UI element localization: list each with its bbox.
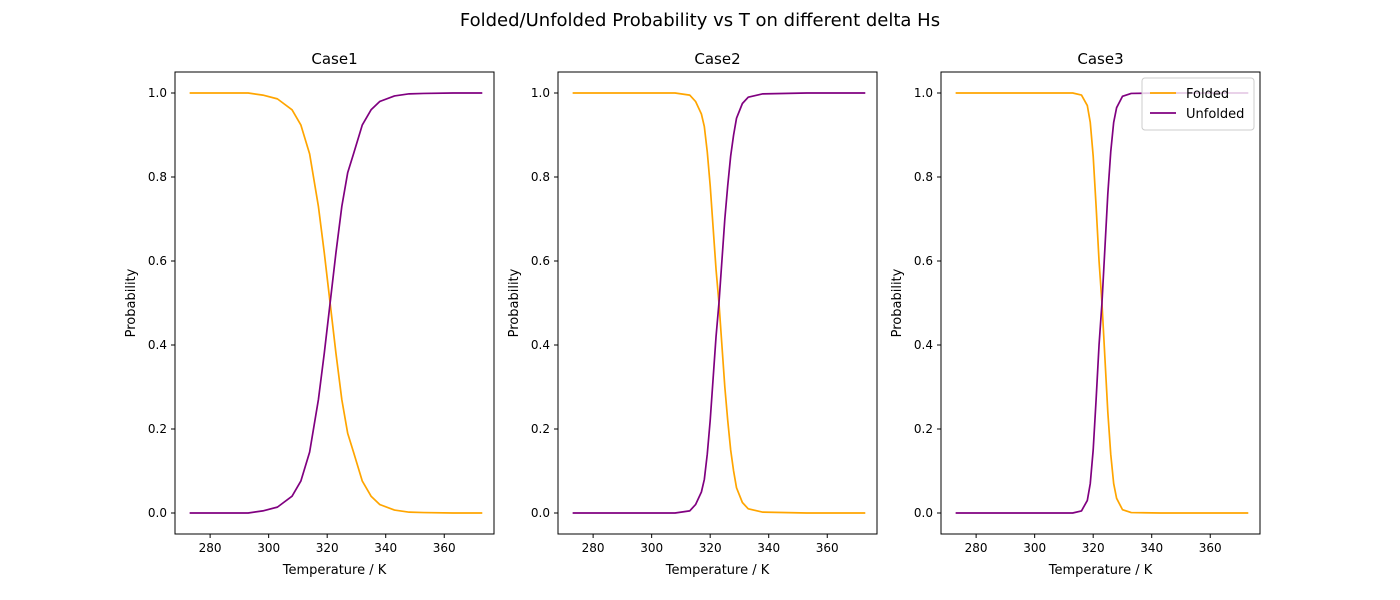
x-tick-label: 300: [1023, 541, 1046, 555]
y-tick-label: 0.8: [914, 170, 933, 184]
x-tick-label: 280: [199, 541, 222, 555]
x-tick-label: 360: [1199, 541, 1222, 555]
x-tick-label: 320: [1082, 541, 1105, 555]
axes-frame: [940, 71, 1261, 535]
y-tick-label: 0.6: [531, 254, 550, 268]
legend-box: [1141, 77, 1255, 131]
legend-label-unfolded: Unfolded: [1186, 107, 1244, 122]
y-tick-label: 1.0: [531, 86, 550, 100]
y-tick-label: 0.4: [914, 338, 933, 352]
x-tick-label: 320: [316, 541, 339, 555]
subplot-title: Case1: [311, 50, 357, 68]
legend-label-folded: Folded: [1186, 87, 1229, 102]
y-tick-label: 0.2: [914, 422, 933, 436]
x-tick-label: 340: [757, 541, 780, 555]
y-tick-label: 0.4: [148, 338, 167, 352]
y-tick-label: 0.2: [531, 422, 550, 436]
y-tick-label: 0.0: [148, 506, 167, 520]
x-tick-label: 280: [965, 541, 988, 555]
x-tick-label: 360: [433, 541, 456, 555]
x-axis-label: Temperature / K: [665, 563, 770, 578]
y-tick-label: 0.6: [914, 254, 933, 268]
y-tick-label: 0.2: [148, 422, 167, 436]
series-line-folded: [189, 92, 483, 514]
subplot-title: Case3: [1077, 50, 1123, 68]
x-axis-label: Temperature / K: [1048, 563, 1153, 578]
legend: Folded Unfolded: [1141, 77, 1255, 131]
y-axis-label: Probability: [507, 268, 522, 337]
subplot-1: Case1 280 300 320 340 360 0.0 0.2 0.4 0.6 0.8 1.0 Te…: [124, 50, 495, 578]
x-tick-label: 360: [816, 541, 839, 555]
y-axis-label: Probability: [890, 268, 905, 337]
y-tick-label: 1.0: [148, 86, 167, 100]
x-tick-label: 320: [699, 541, 722, 555]
axes-frame: [174, 71, 495, 535]
y-tick-label: 0.4: [531, 338, 550, 352]
y-tick-label: 1.0: [914, 86, 933, 100]
y-tick-label: 0.8: [148, 170, 167, 184]
x-tick-label: 300: [640, 541, 663, 555]
series-line-unfolded: [955, 92, 1249, 514]
x-tick-label: 280: [582, 541, 605, 555]
x-tick-label: 340: [374, 541, 397, 555]
y-axis-label: Probability: [124, 268, 139, 337]
x-tick-label: 300: [257, 541, 280, 555]
axes-frame: [557, 71, 878, 535]
series-line-unfolded: [189, 92, 483, 514]
series-line-unfolded: [572, 92, 866, 514]
x-tick-label: 340: [1140, 541, 1163, 555]
subplot-3: Case3 280 300 320 340 360 0.0 0.2 0.4 0.6 0.8 1.0 Te…: [890, 50, 1261, 578]
figure-title: Folded/Unfolded Probability vs T on diff…: [460, 10, 940, 31]
y-tick-label: 0.8: [531, 170, 550, 184]
y-tick-label: 0.0: [531, 506, 550, 520]
x-axis-label: Temperature / K: [282, 563, 387, 578]
subplot-title: Case2: [694, 50, 740, 68]
y-tick-label: 0.6: [148, 254, 167, 268]
subplot-2: Case2 280 300 320 340 360 0.0 0.2 0.4 0.6 0.8 1.0 Te…: [507, 50, 878, 578]
y-tick-label: 0.0: [914, 506, 933, 520]
